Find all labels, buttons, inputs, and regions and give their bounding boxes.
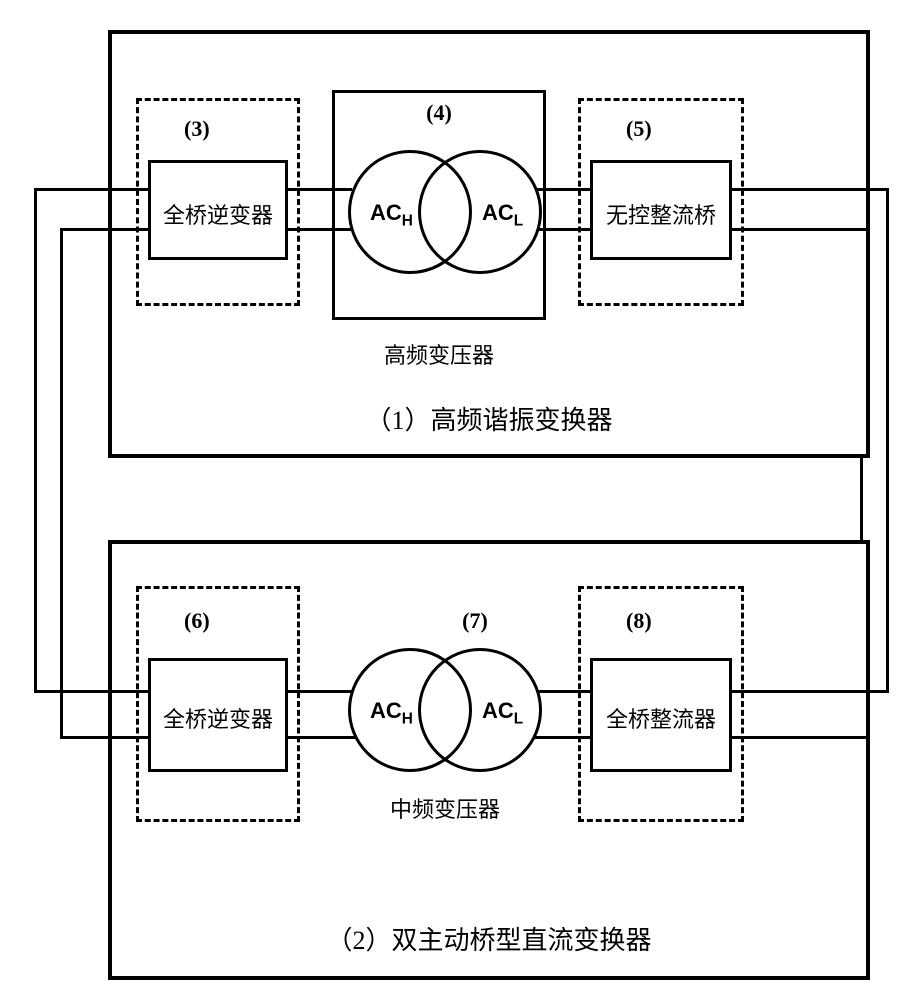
wire-right-in-top2 [732,188,870,191]
bottom-inverter-text: 全桥逆变器 [163,702,273,734]
top-inverter-num: (3) [184,116,210,142]
bottom-transformer-num: (7) [462,608,488,634]
wire-left-in-v [34,188,37,690]
top-inverter-text: 全桥逆变器 [163,198,273,230]
bottom-ac-l: ACL [482,698,523,728]
top-ac-h: ACH [370,200,413,230]
wire-left-in-top2 [108,188,148,191]
wire-top-l1 [288,188,352,191]
bottom-transformer-text: 中频变压器 [390,792,500,824]
top-transformer-text: 高频变压器 [384,338,494,370]
bottom-rectifier-text: 全桥整流器 [606,702,716,734]
bottom-ac-h: ACH [370,698,413,728]
wire-left-out-bot2 [108,736,148,739]
wire-top-l2 [288,228,352,231]
wire-right-out-bot2 [732,736,870,739]
wire-bot-l2 [288,736,364,739]
wire-left-out-top2 [108,228,148,231]
bottom-section-title: （2）双主动桥型直流变换器 [326,920,651,957]
top-rectifier-num: (5) [626,116,652,142]
top-ac-l: ACL [482,200,523,230]
wire-right-in-v [886,188,889,690]
wire-left-out-v [60,228,63,736]
top-transformer-num: (4) [426,100,452,126]
bottom-rectifier-num: (8) [626,608,652,634]
top-section-title: （1）高频谐振变换器 [365,400,612,437]
wire-left-in-bot2 [108,690,148,693]
bottom-inverter-num: (6) [184,608,210,634]
wire-right-in-bot2 [732,690,870,693]
wire-right-out-top2 [732,228,870,231]
top-rectifier-text: 无控整流桥 [606,198,716,230]
